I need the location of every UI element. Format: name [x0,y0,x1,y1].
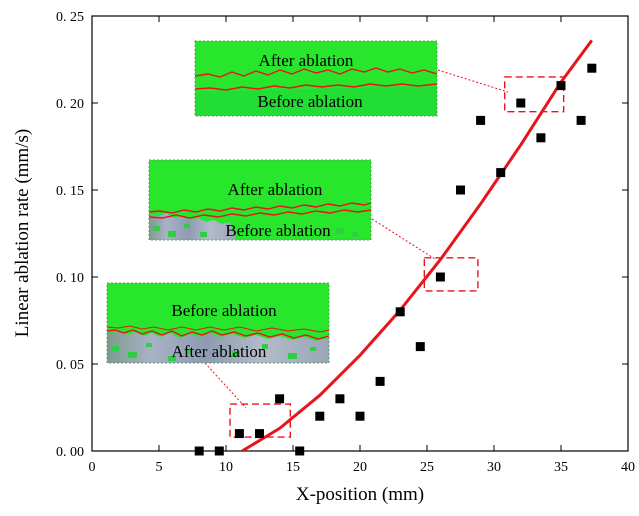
inset-2-bottom-label: Before ablation [225,221,331,240]
callout-line-1 [204,362,247,409]
data-point [556,81,566,91]
inset-1-profile-line [106,329,330,340]
data-point [315,411,325,421]
inset-1-surface [107,331,329,363]
data-point [415,342,425,352]
y-tick-label: 0. 00 [56,445,84,460]
fit-curve-group [241,39,594,453]
data-point [456,185,465,195]
x-tick-label: 30 [487,460,501,475]
inset-1-specks [112,343,316,361]
data-point [295,446,305,456]
inset-3-top-label: After ablation [259,51,354,70]
data-point [516,98,526,108]
inset-2-border [148,159,372,241]
data-point [587,63,597,73]
inset-1-bottom-label: After ablation [172,342,267,361]
y-tick-label: 0. 15 [56,184,84,199]
x-tick-label: 20 [353,460,367,475]
x-tick-label: 0 [89,460,96,475]
data-point [435,272,445,282]
data-point [194,446,204,456]
data-point [476,115,486,125]
inset-3-profile-line-2 [194,83,438,91]
fit-curve [241,39,594,453]
x-tick-label: 10 [219,460,233,475]
data-point [335,394,345,404]
data-point [255,429,264,439]
highlight-box [423,257,479,292]
x-tick-label: 5 [156,460,163,475]
inset-1-border [106,282,330,364]
y-tick-label: 0. 10 [56,271,84,286]
inset-1: Before ablation After ablation [106,282,330,364]
y-tick-label: 0. 25 [56,10,84,25]
y-tick-label: 0. 05 [56,358,84,373]
x-tick-label: 35 [554,460,568,475]
inset-2-top-label: After ablation [228,180,323,199]
inset-2-specks [153,224,358,237]
highlight-box [504,76,565,113]
x-tick-label: 40 [621,460,635,475]
axis-tick-labels: 0 5 10 15 20 25 30 35 40 0. 00 0. 05 0. 10 0. 15 0. 2… [56,10,635,475]
inset-2: After ablation Before ablation [148,159,372,241]
y-tick-label: 0. 20 [56,97,84,112]
highlight-boxes [229,76,565,438]
data-point [496,168,506,178]
inset-2-profile-line [148,202,372,214]
axis-ticks [91,15,629,452]
data-point [355,411,365,421]
inset-1-top-label: Before ablation [171,301,277,320]
callout-line-2 [371,218,436,260]
data-point [234,429,244,439]
x-tick-label: 25 [420,460,434,475]
data-point [536,133,546,143]
x-tick-label: 15 [286,460,300,475]
data-point [576,115,586,125]
data-point [395,307,405,317]
inset-2-profile-line-2 [148,209,372,219]
inset-3: After ablation Before ablation [194,40,438,117]
data-point [375,376,385,386]
data-points [194,63,597,456]
data-point [275,394,285,404]
inset-3-bottom-label: Before ablation [257,92,363,111]
inset-1-profile-line-2 [106,325,330,333]
x-axis-title: X-position (mm) [296,484,424,505]
callout-line-3 [437,69,509,93]
inset-3-band [195,86,437,116]
y-axis-title: Linear ablation rate (mm/s) [12,129,33,337]
inset-3-profile-line [194,67,438,78]
data-point [214,446,224,456]
inset-3-border [194,40,438,117]
